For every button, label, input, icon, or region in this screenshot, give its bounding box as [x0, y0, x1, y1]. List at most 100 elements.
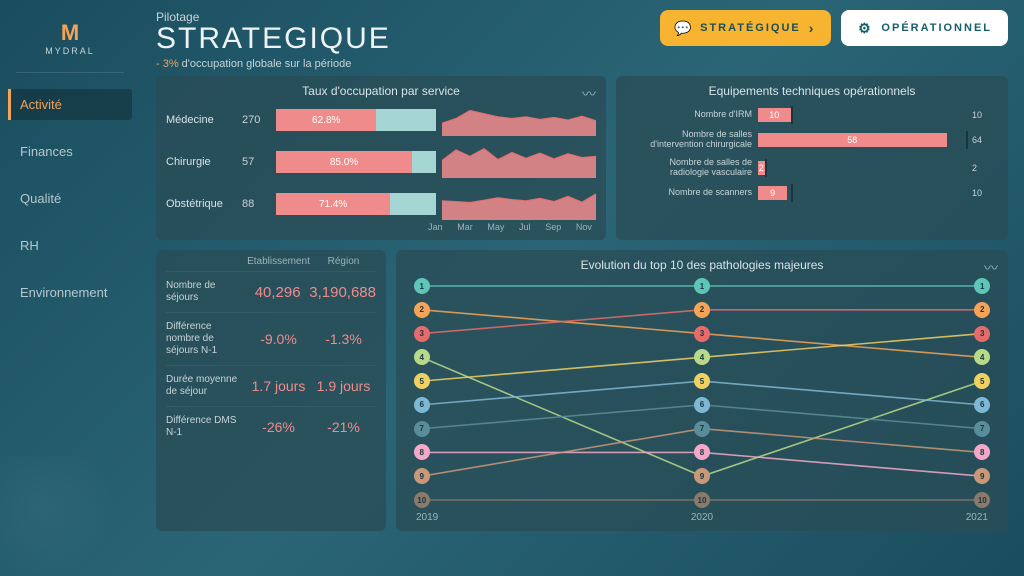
occupancy-bar-fill: 62.8%	[276, 109, 376, 131]
equip-tick	[966, 131, 968, 149]
evolution-chart: 123456789101234567891012345678910	[408, 278, 996, 508]
occupancy-label: Obstétrique	[166, 198, 236, 210]
month-label: Jul	[519, 222, 531, 232]
evolution-node: 4	[414, 349, 430, 365]
evolution-node: 2	[974, 302, 990, 318]
evolution-node: 10	[414, 492, 430, 508]
evolution-node: 9	[414, 468, 430, 484]
equip-bar: 10	[758, 108, 791, 122]
nav-item-rh[interactable]: RH	[8, 230, 132, 261]
stats-label: Différence nombre de séjours N-1	[166, 321, 246, 357]
occupancy-months: JanMarMayJulSepNov	[166, 222, 596, 232]
gear-icon: ⚙	[857, 20, 873, 36]
top-panels: Taux d'occupation par service 〰 Médecine…	[156, 76, 1008, 240]
evolution-year: 2021	[966, 512, 988, 523]
equip-rows: Nombre d'IRM 10 10 Nombre de salles d'inter…	[626, 104, 998, 204]
evolution-node: 2	[694, 302, 710, 318]
heartbeat-icon: 〰	[984, 258, 998, 278]
evolution-panel: Evolution du top 10 des pathologies maje…	[396, 250, 1008, 531]
nav-item-environnement[interactable]: Environnement	[8, 277, 132, 308]
equip-panel: Equipements techniques opérationnels Nom…	[616, 76, 1008, 240]
stats-val-region: 1.9 jours	[311, 378, 376, 394]
occupancy-bar: 71.4%	[276, 193, 436, 215]
equip-max: 2	[972, 163, 992, 173]
equip-bar-track: 2	[758, 161, 966, 175]
occupancy-title: Taux d'occupation par service	[166, 84, 596, 98]
stats-val-etab: -9.0%	[246, 331, 311, 347]
occupancy-sparkline	[442, 146, 596, 178]
occupancy-row: Médecine27062.8%	[166, 104, 596, 136]
occupancy-bar-fill: 85.0%	[276, 151, 412, 173]
stats-val-etab: 1.7 jours	[246, 378, 311, 394]
equip-row: Nombre d'IRM 10 10	[632, 108, 992, 122]
stats-val-etab: 40,296	[246, 284, 309, 301]
evolution-node: 1	[414, 278, 430, 294]
equip-bar: 58	[758, 133, 947, 147]
equip-label: Nombre de salles de radiologie vasculair…	[632, 158, 752, 178]
occupancy-row: Obstétrique 88 71.4%	[166, 188, 596, 220]
nav-item-activite[interactable]: Activité	[8, 89, 132, 120]
operationnel-button[interactable]: ⚙ OPÉRATIONNEL	[841, 10, 1008, 46]
stats-val-region: -1.3%	[311, 331, 376, 347]
occupancy-row: Chirurgie5785.0%	[166, 146, 596, 178]
occupancy-bar: 85.0%	[276, 151, 436, 173]
stats-val-etab: -26%	[246, 419, 311, 435]
occupancy-label: Chirurgie	[166, 156, 236, 168]
evolution-node: 7	[414, 421, 430, 437]
logo: M MYDRAL	[16, 12, 124, 73]
equip-bar-track: 58	[758, 133, 966, 147]
occupancy-sparkline	[442, 104, 596, 136]
evolution-year: 2020	[691, 512, 713, 523]
chat-icon: 💬	[676, 20, 692, 36]
equip-row: Nombre de scanners 9 10	[632, 186, 992, 200]
occupancy-sparkline	[442, 188, 596, 220]
equip-max: 10	[972, 110, 992, 120]
header-left: Pilotage STRATEGIQUE - 3% d'occupation g…	[156, 10, 391, 70]
occupancy-count: 88	[242, 198, 270, 210]
month-label: Nov	[576, 222, 592, 232]
evolution-node: 7	[694, 421, 710, 437]
sidebar: M MYDRAL Activité Finances Qualité RH Enviro…	[0, 0, 140, 576]
delta-value: - 3%	[156, 58, 179, 70]
equip-tick	[791, 184, 793, 202]
equip-max: 10	[972, 188, 992, 198]
evolution-node: 3	[414, 326, 430, 342]
stats-row: Différence nombre de séjours N-1-9.0%-1.…	[166, 312, 376, 365]
equip-label: Nombre de salles d'intervention chirurgi…	[632, 130, 752, 150]
stats-panel: Etablissement Région Nombre de séjours40…	[156, 250, 386, 531]
page-title: STRATEGIQUE	[156, 22, 391, 56]
stats-val-region: 3,190,688	[309, 284, 376, 301]
strategique-button[interactable]: 💬 STRATÉGIQUE ›	[660, 10, 831, 46]
evolution-node: 5	[414, 373, 430, 389]
logo-mark: M	[16, 20, 124, 46]
evolution-node: 2	[414, 302, 430, 318]
evolution-node: 3	[974, 326, 990, 342]
evolution-node: 10	[694, 492, 710, 508]
stats-row: Différence DMS N-1-26%-21%	[166, 406, 376, 447]
stats-label: Durée moyenne de séjour	[166, 374, 246, 398]
chevron-right-icon: ›	[809, 20, 816, 36]
equip-bar-track: 9	[758, 186, 966, 200]
evolution-node: 3	[694, 326, 710, 342]
evolution-node: 1	[694, 278, 710, 294]
stats-val-region: -21%	[311, 419, 376, 435]
nav: Activité Finances Qualité RH Environnement	[0, 89, 140, 308]
header-buttons: 💬 STRATÉGIQUE › ⚙ OPÉRATIONNEL	[660, 10, 1008, 46]
month-label: Sep	[545, 222, 561, 232]
header: Pilotage STRATEGIQUE - 3% d'occupation g…	[156, 10, 1008, 70]
stats-row: Nombre de séjours40,2963,190,688	[166, 271, 376, 312]
evolution-years: 201920202021	[408, 512, 996, 523]
month-label: May	[487, 222, 504, 232]
evolution-node: 6	[414, 397, 430, 413]
heartbeat-icon: 〰	[582, 84, 596, 104]
equip-label: Nombre d'IRM	[632, 110, 752, 120]
equip-title: Equipements techniques opérationnels	[626, 84, 998, 98]
evolution-title: Evolution du top 10 des pathologies maje…	[408, 258, 996, 272]
equip-label: Nombre de scanners	[632, 188, 752, 198]
nav-item-finances[interactable]: Finances	[8, 136, 132, 167]
nav-item-qualite[interactable]: Qualité	[8, 183, 132, 214]
month-label: Jan	[428, 222, 443, 232]
occupancy-rows: Médecine27062.8%Chirurgie5785.0%Obstétri…	[166, 104, 596, 220]
occupancy-count: 270	[242, 114, 270, 126]
stats-label: Nombre de séjours	[166, 280, 246, 304]
